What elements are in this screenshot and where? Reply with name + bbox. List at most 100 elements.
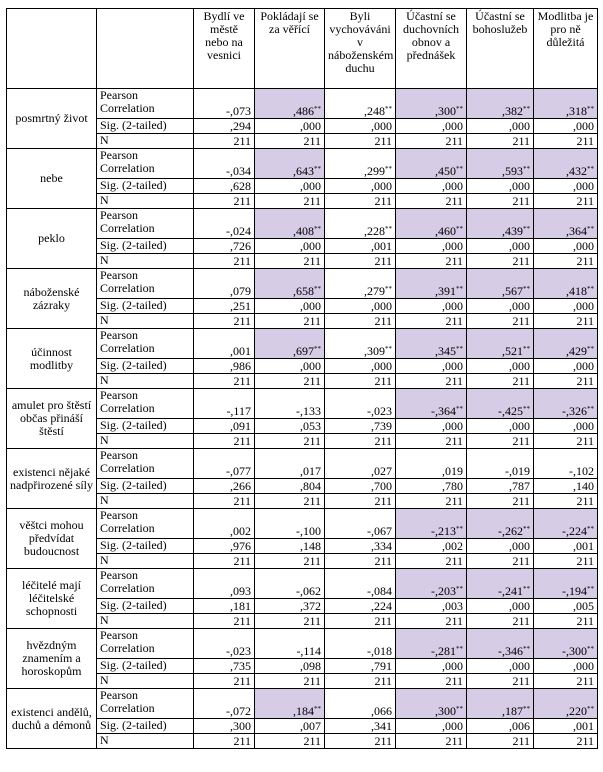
correlation-value: ,309 xyxy=(364,344,385,358)
n-cell: 211 xyxy=(254,493,325,509)
n-cell: 211 xyxy=(395,133,467,149)
column-header: Bydlí ve městě nebo na vesnici xyxy=(193,8,255,89)
n-cell: 211 xyxy=(254,253,325,269)
n-cell: 211 xyxy=(324,313,396,329)
correlation-cell: ,299** xyxy=(324,148,396,179)
significance-mark: ** xyxy=(456,105,463,113)
correlation-cell: -,281** xyxy=(395,628,467,659)
correlation-cell: ,643** xyxy=(254,148,325,179)
significance-mark: ** xyxy=(587,165,594,173)
sig-cell: ,000 xyxy=(466,298,534,314)
n-cell: 211 xyxy=(395,733,467,749)
n-cell: 211 xyxy=(324,613,396,629)
correlation-cell: ,220** xyxy=(533,688,598,719)
n-cell: 211 xyxy=(395,373,467,389)
correlation-cell: ,567** xyxy=(466,268,534,299)
correlation-value: -,241 xyxy=(498,584,523,598)
n-cell: 211 xyxy=(466,313,534,329)
correlation-value: ,429 xyxy=(566,344,587,358)
sig-cell: ,000 xyxy=(395,118,467,134)
correlation-value: -,018 xyxy=(367,644,392,658)
stat-label: Pearson Correlation xyxy=(96,628,194,659)
correlation-value: -,102 xyxy=(569,464,594,478)
n-cell: 211 xyxy=(395,673,467,689)
n-cell: 211 xyxy=(324,433,396,449)
correlation-value: ,279 xyxy=(364,284,385,298)
correlation-value: ,019 xyxy=(442,464,463,478)
correlation-value: -,224 xyxy=(562,524,587,538)
n-cell: 211 xyxy=(466,253,534,269)
sig-cell: ,000 xyxy=(466,538,534,554)
correlation-value: -,300 xyxy=(562,644,587,658)
pearson-row: existenci nějaké nadpřirozené síly Pearso… xyxy=(6,448,598,509)
correlation-cell: ,248** xyxy=(324,88,396,119)
n-cell: 211 xyxy=(533,373,598,389)
n-cell: 211 xyxy=(395,433,467,449)
correlation-value: -,281 xyxy=(431,644,456,658)
n-cell: 211 xyxy=(324,553,396,569)
sig-cell: ,787 xyxy=(466,478,534,494)
n-cell: 211 xyxy=(395,613,467,629)
n-cell: 211 xyxy=(466,673,534,689)
n-cell: 211 xyxy=(254,733,325,749)
sig-cell: ,628 xyxy=(193,178,255,194)
column-header: Byli vychováváni v náboženském duchu xyxy=(324,8,396,89)
column-header: Modlitba je pro ně důležitá xyxy=(533,8,598,89)
correlation-cell: ,382** xyxy=(466,88,534,119)
correlation-cell: -,023 xyxy=(193,628,255,659)
sig-row: Sig. (2-tailed) ,726,000,001,000,000,000 xyxy=(7,238,598,254)
correlation-value: ,318 xyxy=(566,104,587,118)
significance-mark: ** xyxy=(456,345,463,353)
correlation-value: -,213 xyxy=(431,524,456,538)
sig-cell: ,000 xyxy=(466,238,534,254)
sig-cell: ,000 xyxy=(395,178,467,194)
sig-cell: ,000 xyxy=(533,118,598,134)
correlation-cell: -,262** xyxy=(466,508,534,539)
sig-cell: ,000 xyxy=(533,298,598,314)
sig-cell: ,148 xyxy=(254,538,325,554)
correlation-cell: ,460** xyxy=(395,208,467,239)
correlation-cell: ,279** xyxy=(324,268,396,299)
stat-label: Sig. (2-tailed) xyxy=(96,418,194,434)
significance-mark: ** xyxy=(587,525,594,533)
stat-label: Sig. (2-tailed) xyxy=(96,358,194,374)
sig-cell: ,000 xyxy=(466,658,534,674)
n-cell: 211 xyxy=(254,313,325,329)
correlation-value: ,248 xyxy=(364,104,385,118)
empty-cell xyxy=(96,8,194,89)
row-label: existenci nějaké nadpřirozené síly xyxy=(6,448,97,509)
significance-mark: ** xyxy=(523,285,530,293)
stat-label: Sig. (2-tailed) xyxy=(96,298,194,314)
significance-mark: ** xyxy=(456,165,463,173)
n-cell: 211 xyxy=(193,313,255,329)
n-cell: 211 xyxy=(254,673,325,689)
sig-cell: ,140 xyxy=(533,478,598,494)
correlation-value: -,133 xyxy=(296,404,321,418)
stat-label: N xyxy=(96,733,194,749)
correlation-table: Bydlí ve městě nebo na vesnici Pokládají … xyxy=(6,8,598,749)
n-cell: 211 xyxy=(193,253,255,269)
significance-mark: ** xyxy=(587,645,594,653)
sig-cell: ,002 xyxy=(395,538,467,554)
correlation-value: -,023 xyxy=(226,644,251,658)
sig-cell: ,294 xyxy=(193,118,255,134)
sig-cell: ,005 xyxy=(533,598,598,614)
row-label: nebe xyxy=(6,148,97,209)
n-cell: 211 xyxy=(533,313,598,329)
correlation-value: -,072 xyxy=(226,704,251,718)
correlation-cell: -,114 xyxy=(254,628,325,659)
correlation-cell: -,084 xyxy=(324,568,396,599)
correlation-value: ,643 xyxy=(293,164,314,178)
correlation-cell: -,326** xyxy=(533,388,598,419)
stat-label: N xyxy=(96,313,194,329)
significance-mark: ** xyxy=(523,645,530,653)
n-row: N 211 211 211 211 211 211 xyxy=(7,433,598,449)
correlation-value: -,100 xyxy=(296,524,321,538)
sig-cell: ,000 xyxy=(254,298,325,314)
row-label: peklo xyxy=(6,208,97,269)
n-cell: 211 xyxy=(466,613,534,629)
correlation-value: ,001 xyxy=(230,344,251,358)
stat-label: N xyxy=(96,253,194,269)
stat-label: Pearson Correlation xyxy=(96,268,194,299)
n-cell: 211 xyxy=(193,373,255,389)
